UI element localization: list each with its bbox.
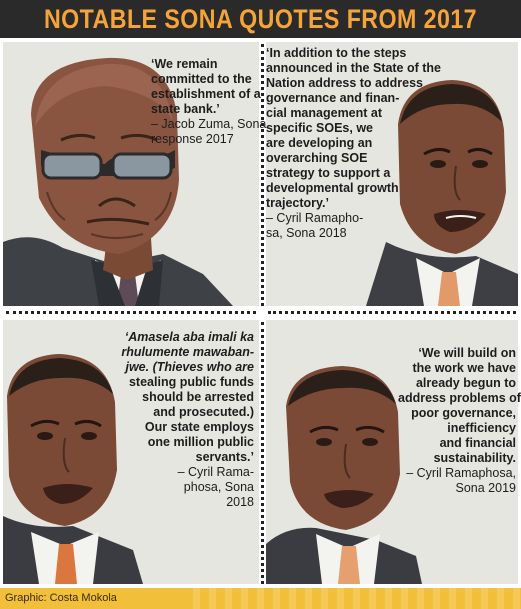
quote-line: jwe. (Thieves who are [125,360,254,374]
quote-ramaphosa-2019: ‘We will build on the work we have alrea… [398,346,521,496]
ramaphosa-portrait-illustration [266,366,422,584]
graphic-credit-bar: Graphic: Costa Mokola [0,588,521,609]
quote-line: should be arrested [142,390,254,404]
quote-line: governance and finan- [266,91,400,105]
quote-zuma: ‘We remain committed to the establishmen… [151,57,266,147]
quote-attribution: – Cyril Ramapho- [266,211,364,225]
quote-line: developmental growth [266,181,399,195]
quote-line: one million public [147,435,254,449]
quote-line: the work we have [412,361,516,375]
quote-line: committed to the [151,72,252,86]
quote-attribution: – Jacob Zuma, Sona [151,117,267,131]
quote-line: sustainability. [433,451,516,465]
quote-line: Nation address to address [266,76,423,90]
quote-line: announced in the State of the [266,61,442,75]
divider-horizontal-right [268,311,516,314]
quote-line: inefficiency [447,421,516,435]
panel-zuma [3,42,259,306]
quote-attribution: phosa, Sona [183,480,254,494]
quote-line: stealing public funds [128,375,254,389]
quote-attribution: – Cyril Rama- [177,465,254,479]
panel-ramaphosa-2 [3,320,259,584]
divider-vertical-bottom [261,322,264,584]
ramaphosa-portrait-illustration [3,354,143,584]
panel-ramaphosa-3 [266,320,518,584]
quote-line: Our state employs [144,420,254,434]
quote-line: and prosecuted.) [153,405,254,419]
quote-line: address problems of [398,391,521,405]
quote-line: establishment of a [151,87,261,101]
divider-horizontal-left [6,311,256,314]
quote-line: strategy to support a [266,166,391,180]
graphic-credit: Graphic: Costa Mokola [5,592,117,604]
quote-ramaphosa-2018-thieves: ‘Amasela aba imali ka rhulumente mawaban… [114,330,254,510]
zuma-portrait-illustration [3,57,233,306]
quote-line: ‘We remain [151,57,218,71]
divider-vertical-top [261,44,264,306]
quote-ramaphosa-2018-soe: ‘In addition to the steps announced in t… [266,46,441,241]
quote-line: cial management at [266,106,383,120]
ramaphosa-portrait-illustration [366,80,518,306]
quote-line: ‘We will build on [418,346,516,360]
quote-line: are developing an [266,136,373,150]
header-bar: NOTABLE SONA QUOTES FROM 2017 [0,0,521,38]
quote-attribution: – Cyril Ramaphosa, [406,466,516,480]
quote-line: servants.’ [195,450,254,464]
quote-line: ‘In addition to the steps [266,46,407,60]
quote-line: rhulumente mawaban- [121,345,254,359]
page-title: NOTABLE SONA QUOTES FROM 2017 [43,4,478,34]
quote-line: already begun to [415,376,516,390]
quote-line: state bank.’ [151,102,220,116]
quote-attribution: sa, Sona 2018 [266,226,347,240]
quote-line: ‘Amasela aba imali ka [124,330,254,344]
quote-line: trajectory.’ [266,196,329,210]
quote-attribution: Sona 2019 [455,481,516,495]
quote-attribution: response 2017 [151,132,234,146]
quote-attribution: 2018 [226,495,254,509]
quote-line: specific SOEs, we [266,121,373,135]
credit-decoration [193,588,521,609]
quote-line: overarching SOE [266,151,368,165]
quote-line: and financial [439,436,516,450]
panel-ramaphosa-1 [266,42,518,306]
quote-line: poor governance, [411,406,516,420]
